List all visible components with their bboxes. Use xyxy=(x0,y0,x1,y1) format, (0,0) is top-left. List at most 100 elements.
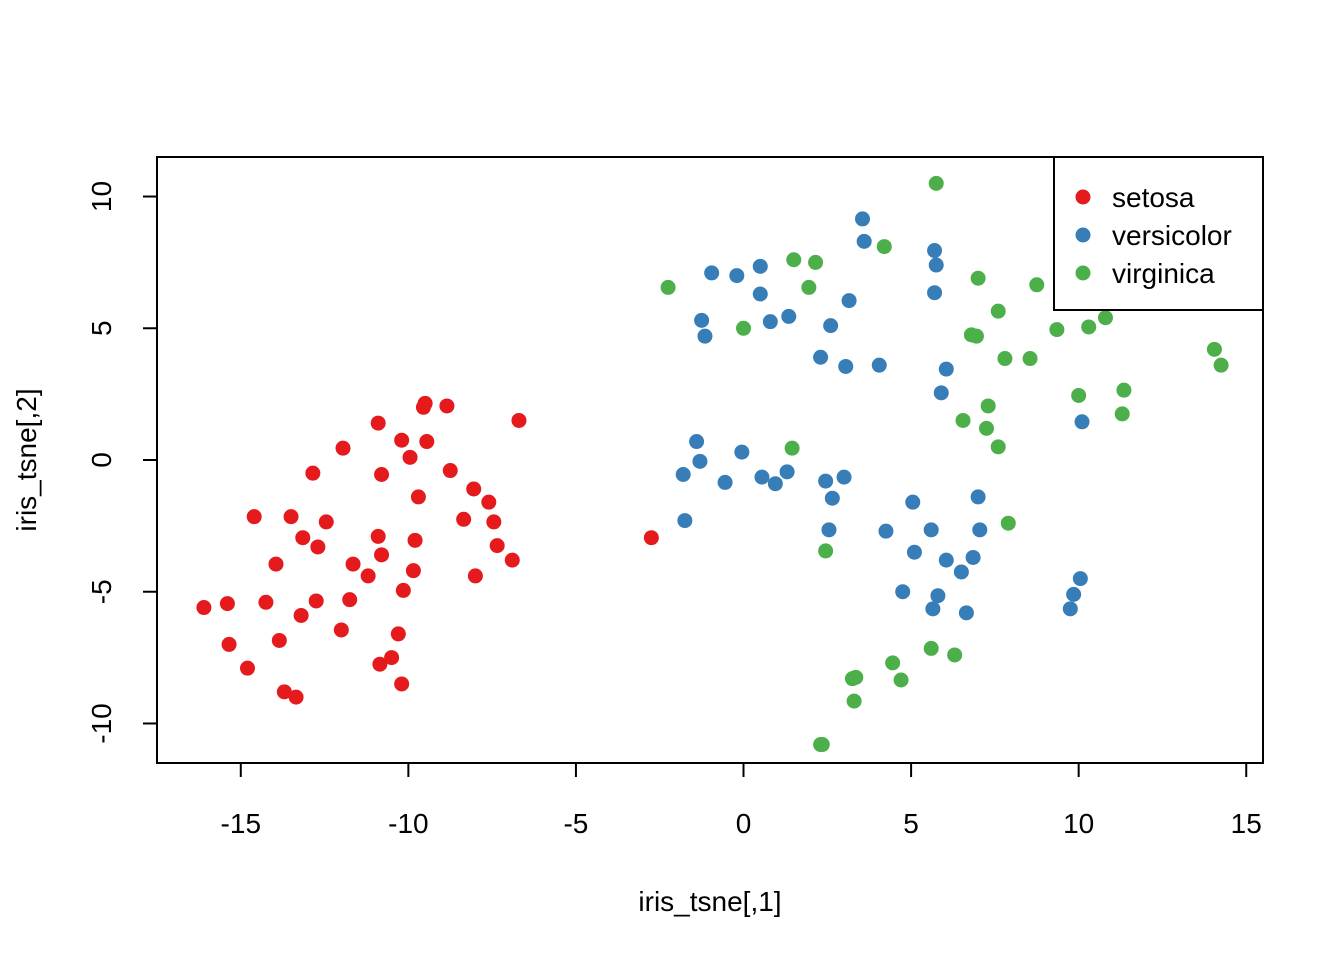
data-point xyxy=(970,270,986,286)
data-point xyxy=(1206,341,1222,357)
data-point xyxy=(734,444,750,460)
data-point xyxy=(893,672,909,688)
data-point xyxy=(467,568,483,584)
data-points xyxy=(196,175,1229,753)
data-point xyxy=(410,489,426,505)
data-point xyxy=(781,308,797,324)
data-point xyxy=(394,432,410,448)
data-point xyxy=(923,640,939,656)
data-point xyxy=(345,556,361,572)
data-point xyxy=(930,588,946,604)
y-tick-label: 10 xyxy=(86,181,117,212)
data-point xyxy=(844,671,860,687)
legend-marker-versicolor xyxy=(1075,227,1091,243)
data-point xyxy=(1072,571,1088,587)
x-axis-label: iris_tsne[,1] xyxy=(638,886,781,917)
data-point xyxy=(1049,322,1065,338)
data-point xyxy=(402,449,418,465)
data-point xyxy=(965,549,981,565)
x-tick-label: 5 xyxy=(903,808,919,839)
data-point xyxy=(390,626,406,642)
data-point xyxy=(754,469,770,485)
data-point xyxy=(1114,406,1130,422)
x-tick-label: -5 xyxy=(563,808,588,839)
data-point xyxy=(925,601,941,617)
data-point xyxy=(395,582,411,598)
data-point xyxy=(486,514,502,530)
data-point xyxy=(419,434,435,450)
data-point xyxy=(394,676,410,692)
y-tick-label: -10 xyxy=(86,703,117,743)
x-tick-label: -10 xyxy=(388,808,428,839)
data-point xyxy=(1213,357,1229,373)
data-point xyxy=(818,543,834,559)
data-point xyxy=(990,439,1006,455)
data-point xyxy=(511,412,527,428)
data-point xyxy=(762,314,778,330)
data-point xyxy=(990,303,1006,319)
data-point xyxy=(927,243,943,259)
x-tick-label: 0 xyxy=(736,808,752,839)
data-point xyxy=(856,233,872,249)
data-point xyxy=(808,254,824,270)
data-point xyxy=(1062,601,1078,617)
data-point xyxy=(836,469,852,485)
data-point xyxy=(258,594,274,610)
data-point xyxy=(1066,586,1082,602)
y-axis: -10 -5 0 5 10 xyxy=(86,181,158,744)
data-point xyxy=(692,453,708,469)
data-point xyxy=(466,481,482,497)
data-point xyxy=(660,279,676,295)
data-point xyxy=(970,489,986,505)
data-point xyxy=(871,357,887,373)
series-setosa xyxy=(196,395,659,705)
x-tick-label: 15 xyxy=(1231,808,1262,839)
data-point xyxy=(196,600,212,616)
data-point xyxy=(310,539,326,555)
data-point xyxy=(838,358,854,374)
data-point xyxy=(958,605,974,621)
data-point xyxy=(308,593,324,609)
data-point xyxy=(271,632,287,648)
data-point xyxy=(239,660,255,676)
data-point xyxy=(752,258,768,274)
data-point xyxy=(933,385,949,401)
data-point xyxy=(841,293,857,309)
data-point xyxy=(318,514,334,530)
data-point xyxy=(895,584,911,600)
data-point xyxy=(878,523,894,539)
data-point xyxy=(905,494,921,510)
data-point xyxy=(276,684,292,700)
data-point xyxy=(813,349,829,365)
data-point xyxy=(938,361,954,377)
data-point xyxy=(293,607,309,623)
data-point xyxy=(342,592,358,608)
data-point xyxy=(246,509,262,525)
data-point xyxy=(697,328,713,344)
data-point xyxy=(504,552,520,568)
data-point xyxy=(1097,310,1113,326)
data-point xyxy=(972,522,988,538)
data-point xyxy=(938,552,954,568)
data-point xyxy=(374,466,390,482)
data-point xyxy=(442,463,458,479)
data-point xyxy=(953,564,969,580)
data-point xyxy=(374,547,390,563)
data-point xyxy=(219,596,235,612)
data-point xyxy=(1074,414,1090,430)
data-point xyxy=(923,522,939,538)
data-point xyxy=(407,532,423,548)
series-versicolor xyxy=(675,211,1090,621)
legend-marker-virginica xyxy=(1075,265,1091,281)
data-point xyxy=(854,211,870,227)
data-point xyxy=(779,464,795,480)
data-point xyxy=(906,544,922,560)
data-point xyxy=(370,528,386,544)
data-point xyxy=(876,239,892,255)
data-point xyxy=(980,398,996,414)
data-point xyxy=(295,530,311,546)
data-point xyxy=(335,440,351,456)
data-point xyxy=(360,568,376,584)
data-point xyxy=(752,286,768,302)
